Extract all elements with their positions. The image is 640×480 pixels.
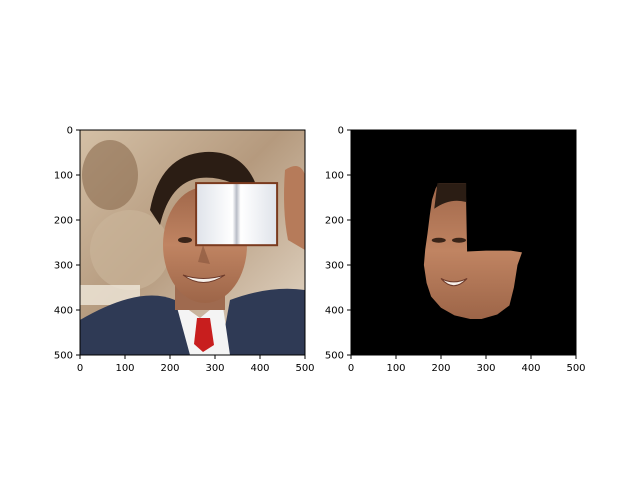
left-ytick-label: 500 (54, 351, 73, 362)
left-ytick-label: 100 (54, 171, 73, 182)
left-xtick-label: 200 (160, 363, 179, 374)
left-xtick-label: 100 (115, 363, 134, 374)
left-xtick-label: 400 (250, 363, 269, 374)
right-axes-ticks: 0 100 200 300 400 500 0 100 200 300 400 500 (325, 126, 586, 375)
left-ytick-label: 400 (54, 306, 73, 317)
right-ytick-label: 300 (325, 261, 344, 272)
right-mask-image (351, 130, 576, 355)
right-ytick-label: 500 (325, 351, 344, 362)
right-ytick-label: 0 (338, 126, 344, 137)
left-ytick-label: 0 (67, 126, 73, 137)
left-xtick-label: 500 (295, 363, 314, 374)
book-occluder (195, 182, 279, 247)
left-axes-ticks: 0 100 200 300 400 500 0 100 200 300 400 500 (54, 126, 315, 375)
right-image-panel: 0 100 200 300 400 500 0 100 200 300 400 500 (325, 126, 586, 375)
left-xtick-label: 0 (77, 363, 83, 374)
face-mask-details (431, 183, 468, 287)
left-image-panel: 0 100 200 300 400 500 0 100 200 300 400 500 (54, 126, 315, 375)
left-ytick-label: 200 (54, 216, 73, 227)
right-ytick-label: 200 (325, 216, 344, 227)
right-ytick-label: 400 (325, 306, 344, 317)
right-ytick-label: 100 (325, 171, 344, 182)
right-axes-frame (350, 129, 577, 356)
right-xtick-label: 0 (348, 363, 354, 374)
left-xtick-label: 300 (205, 363, 224, 374)
right-xtick-label: 300 (476, 363, 495, 374)
mask-hair (434, 183, 467, 209)
face-mask-region (423, 183, 522, 319)
right-xtick-label: 100 (386, 363, 405, 374)
right-xtick-label: 400 (521, 363, 540, 374)
mask-eye (452, 237, 466, 243)
mask-mouth (440, 278, 468, 287)
left-photo (80, 130, 305, 355)
left-ytick-label: 300 (54, 261, 73, 272)
left-axes-frame (79, 129, 306, 356)
right-xtick-label: 200 (431, 363, 450, 374)
mask-eye (431, 237, 446, 243)
right-xtick-label: 500 (566, 363, 585, 374)
